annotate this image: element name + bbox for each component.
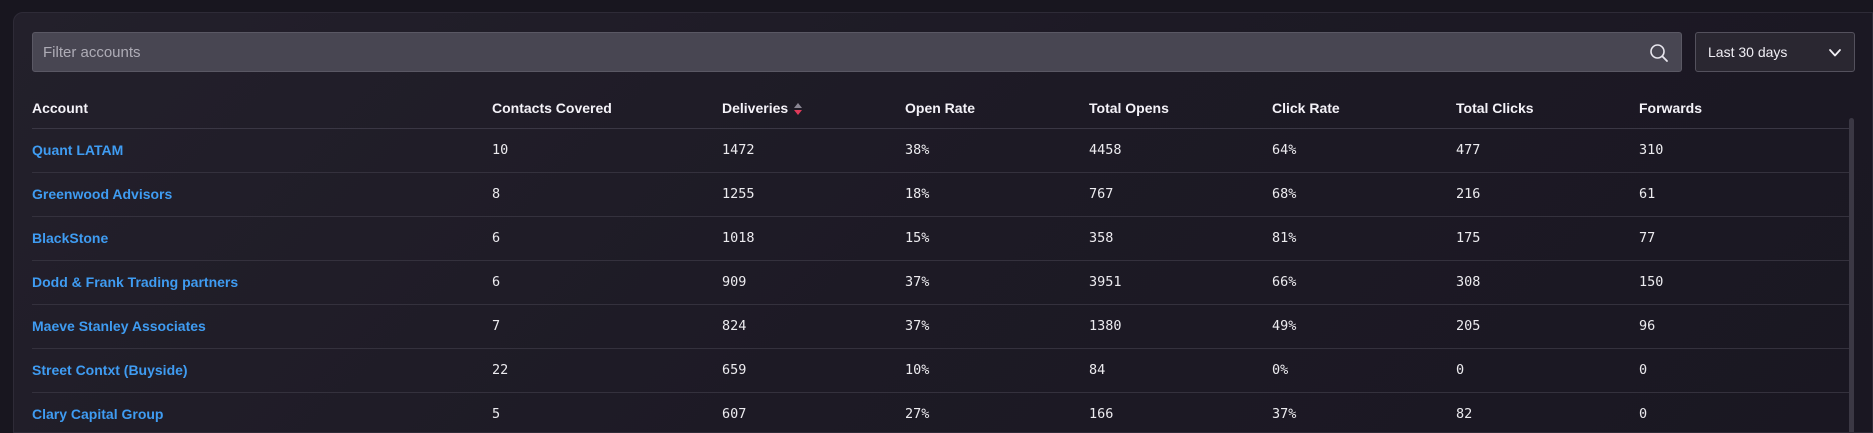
total-clicks-cell: 477 (1456, 128, 1639, 173)
account-cell: Street Contxt (Buyside) (32, 348, 492, 393)
contacts-covered-cell: 5 (492, 392, 722, 432)
table-header-row: Account Contacts Covered Deliveries Open… (32, 88, 1854, 129)
column-header-account[interactable]: Account (32, 88, 492, 129)
deliveries-cell: 607 (722, 392, 905, 432)
contacts-covered-cell: 6 (492, 216, 722, 261)
date-range-select[interactable]: Last 30 days (1695, 32, 1855, 72)
forwards-cell: 310 (1639, 128, 1854, 173)
deliveries-cell: 1472 (722, 128, 905, 173)
total-opens-cell: 358 (1089, 216, 1272, 261)
contacts-covered-cell: 8 (492, 172, 722, 217)
open-rate-cell: 15% (905, 216, 1089, 261)
total-clicks-cell: 175 (1456, 216, 1639, 261)
account-link[interactable]: Quant LATAM (32, 142, 124, 158)
account-link[interactable]: Clary Capital Group (32, 406, 164, 422)
account-cell: Greenwood Advisors (32, 172, 492, 217)
column-header-total-clicks[interactable]: Total Clicks (1456, 88, 1639, 129)
account-link[interactable]: Dodd & Frank Trading partners (32, 274, 239, 290)
date-range-value: Last 30 days (1708, 44, 1788, 60)
search-icon[interactable] (1649, 43, 1669, 63)
table-row: Dodd & Frank Trading partners 6 909 37% 3951… (32, 260, 1854, 305)
table-row: Street Contxt (Buyside) 22 659 10% 84 0% 0 0 (32, 348, 1854, 393)
forwards-cell: 150 (1639, 260, 1854, 305)
filter-box (32, 32, 1682, 72)
open-rate-cell: 37% (905, 260, 1089, 305)
total-opens-cell: 4458 (1089, 128, 1272, 173)
total-opens-cell: 3951 (1089, 260, 1272, 305)
account-cell: BlackStone (32, 216, 492, 261)
forwards-cell: 61 (1639, 172, 1854, 217)
total-opens-cell: 84 (1089, 348, 1272, 393)
account-link[interactable]: Maeve Stanley Associates (32, 318, 206, 334)
total-opens-cell: 166 (1089, 392, 1272, 432)
total-clicks-cell: 308 (1456, 260, 1639, 305)
table-scrollbar[interactable] (1849, 118, 1854, 432)
forwards-cell: 96 (1639, 304, 1854, 349)
forwards-cell: 0 (1639, 392, 1854, 432)
account-cell: Clary Capital Group (32, 392, 492, 432)
total-clicks-cell: 216 (1456, 172, 1639, 217)
accounts-panel: Last 30 days Account Contacts Covered De… (13, 12, 1873, 433)
column-header-open-rate[interactable]: Open Rate (905, 88, 1089, 129)
column-header-click-rate[interactable]: Click Rate (1272, 88, 1456, 129)
deliveries-cell: 824 (722, 304, 905, 349)
contacts-covered-cell: 6 (492, 260, 722, 305)
table-row: BlackStone 6 1018 15% 358 81% 175 77 (32, 216, 1854, 261)
account-link[interactable]: BlackStone (32, 230, 109, 246)
click-rate-cell: 0% (1272, 348, 1456, 393)
deliveries-cell: 1018 (722, 216, 905, 261)
account-link[interactable]: Street Contxt (Buyside) (32, 362, 188, 378)
forwards-cell: 77 (1639, 216, 1854, 261)
table-row: Quant LATAM 10 1472 38% 4458 64% 477 310 (32, 128, 1854, 173)
click-rate-cell: 49% (1272, 304, 1456, 349)
account-cell: Quant LATAM (32, 128, 492, 173)
total-clicks-cell: 0 (1456, 348, 1639, 393)
contacts-covered-cell: 10 (492, 128, 722, 173)
filter-accounts-input[interactable] (33, 33, 1681, 71)
column-header-total-opens[interactable]: Total Opens (1089, 88, 1272, 129)
total-clicks-cell: 205 (1456, 304, 1639, 349)
table-row: Greenwood Advisors 8 1255 18% 767 68% 216 61 (32, 172, 1854, 217)
deliveries-cell: 1255 (722, 172, 905, 217)
table-row: Clary Capital Group 5 607 27% 166 37% 82 0 (32, 392, 1854, 432)
account-cell: Dodd & Frank Trading partners (32, 260, 492, 305)
deliveries-cell: 909 (722, 260, 905, 305)
accounts-table: Account Contacts Covered Deliveries Open… (32, 88, 1854, 432)
account-link[interactable]: Greenwood Advisors (32, 186, 173, 202)
total-opens-cell: 1380 (1089, 304, 1272, 349)
open-rate-cell: 18% (905, 172, 1089, 217)
click-rate-cell: 66% (1272, 260, 1456, 305)
total-opens-cell: 767 (1089, 172, 1272, 217)
open-rate-cell: 27% (905, 392, 1089, 432)
open-rate-cell: 38% (905, 128, 1089, 173)
contacts-covered-cell: 7 (492, 304, 722, 349)
forwards-cell: 0 (1639, 348, 1854, 393)
open-rate-cell: 10% (905, 348, 1089, 393)
table-row: Maeve Stanley Associates 7 824 37% 1380 49% 20… (32, 304, 1854, 349)
column-header-deliveries[interactable]: Deliveries (722, 88, 905, 129)
table-body: Quant LATAM 10 1472 38% 4458 64% 477 310 Greenwo… (32, 128, 1854, 432)
sort-icon[interactable] (794, 102, 803, 116)
toolbar: Last 30 days (32, 32, 1867, 72)
click-rate-cell: 81% (1272, 216, 1456, 261)
contacts-covered-cell: 22 (492, 348, 722, 393)
chevron-down-icon (1829, 49, 1841, 57)
deliveries-cell: 659 (722, 348, 905, 393)
click-rate-cell: 64% (1272, 128, 1456, 173)
total-clicks-cell: 82 (1456, 392, 1639, 432)
open-rate-cell: 37% (905, 304, 1089, 349)
column-header-contacts-covered[interactable]: Contacts Covered (492, 88, 722, 129)
column-header-forwards[interactable]: Forwards (1639, 88, 1854, 129)
click-rate-cell: 68% (1272, 172, 1456, 217)
click-rate-cell: 37% (1272, 392, 1456, 432)
account-cell: Maeve Stanley Associates (32, 304, 492, 349)
